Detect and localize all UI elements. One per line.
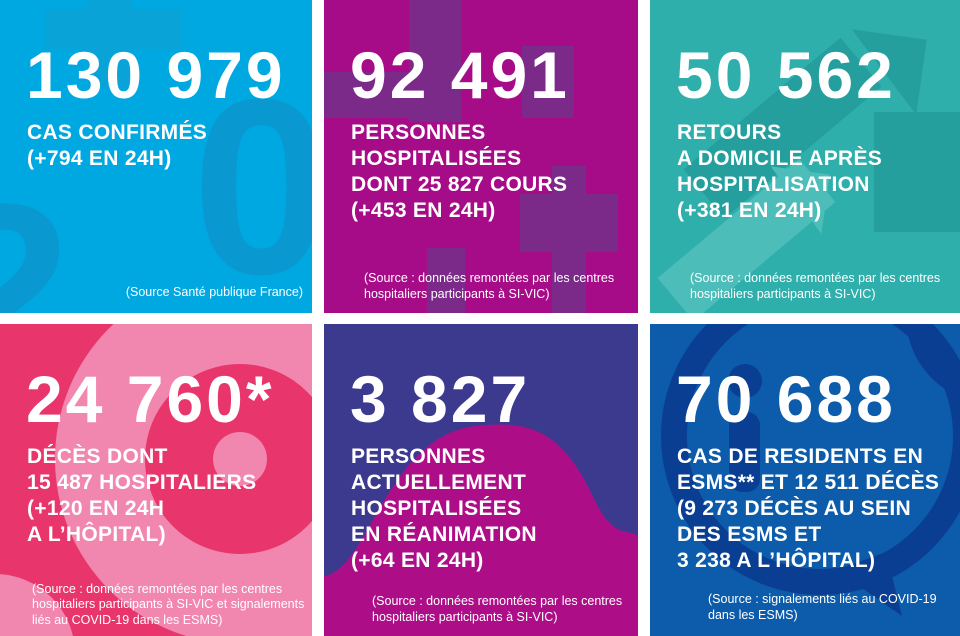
stat-tile-retours-domicile: 50 562 RETOURS A DOMICILE APRÈS HOSPITAL… [650, 0, 960, 313]
stat-tile-cas-esms: 70 688 CAS DE RESIDENTS EN ESMS** ET 12 … [650, 324, 960, 636]
cross-motif-decor [522, 46, 574, 118]
stat-source: (Source : données remontées par les cent… [372, 594, 623, 624]
blob-wave-decor [324, 424, 638, 636]
stat-source: (Source : données remontées par les cent… [364, 271, 615, 301]
stat-label: DÉCÈS DONT 15 487 HOSPITALIERS (+120 EN … [27, 445, 257, 546]
stat-tile-hospitalisees: 92 491 PERSONNES HOSPITALISÉES DONT 25 8… [324, 0, 638, 313]
bullseye-center-decor [213, 432, 267, 486]
stat-label: RETOURS A DOMICILE APRÈS HOSPITALISATION… [677, 121, 883, 222]
stat-tile-deces: 24 760* DÉCÈS DONT 15 487 HOSPITALIERS (… [0, 324, 312, 636]
stat-tile-reanimation: 3 827 PERSONNES ACTUELLEMENT HOSPITALISÉ… [324, 324, 638, 636]
info-bubble-icon [661, 324, 960, 616]
cross-motif-decor [427, 248, 465, 313]
cross-motif-decor [324, 72, 410, 118]
stat-label: PERSONNES ACTUELLEMENT HOSPITALISÉES EN … [351, 445, 537, 572]
cross-motif-decor [409, 0, 461, 122]
stat-number: 3 827 [350, 362, 531, 436]
stat-source: (Source Santé publique France) [125, 284, 303, 299]
stat-source: (Source : signalements liés au COVID-19 … [708, 592, 937, 622]
stat-label: CAS CONFIRMÉS (+794 EN 24H) [27, 121, 208, 170]
stat-number: 24 760* [26, 362, 275, 436]
stat-number: 92 491 [350, 38, 570, 112]
stat-label: PERSONNES HOSPITALISÉES DONT 25 827 COUR… [351, 121, 568, 222]
stat-label: CAS DE RESIDENTS EN ESMS** ET 12 511 DÉC… [677, 445, 940, 572]
stat-source: (Source : données remontées par les cent… [690, 271, 941, 301]
decor-digit-0: 0 [192, 47, 312, 313]
stat-number: 70 688 [676, 362, 896, 436]
stat-tile-cas-confirmes: 2 0 130 979 CAS CONFIRMÉS (+794 EN 24H) … [0, 0, 312, 313]
stat-source: (Source : données remontées par les cent… [32, 581, 305, 627]
cross-motif-decor [520, 194, 618, 252]
plus-motif-decor [88, 0, 132, 88]
stat-number: 50 562 [676, 38, 896, 112]
arrow-motif-decor [874, 112, 960, 232]
decor-digit-2: 2 [0, 154, 72, 313]
stat-number: 130 979 [26, 38, 286, 112]
